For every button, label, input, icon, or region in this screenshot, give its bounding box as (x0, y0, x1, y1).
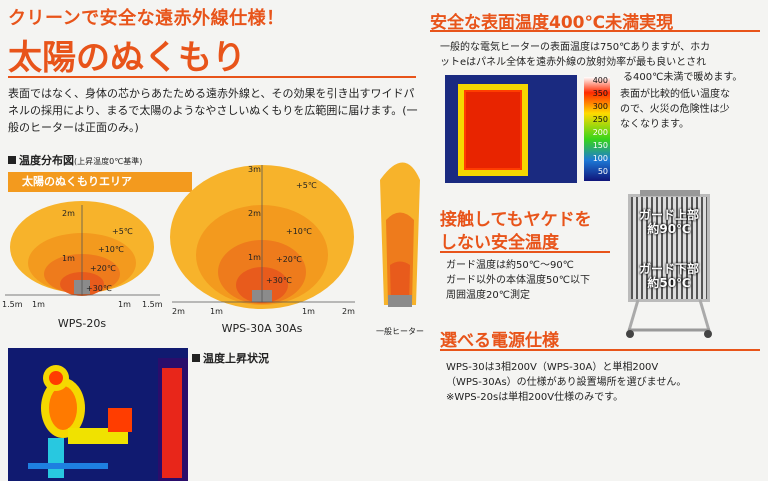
thermal-panel-core (466, 92, 520, 168)
thermal-person-image (8, 348, 188, 481)
heater-guard-image (628, 194, 710, 302)
general-model-label: 一般ヒーター (376, 326, 424, 336)
wps30-ytick: 2m (248, 209, 261, 218)
scale-label: 400 (592, 76, 608, 85)
distribution-note: (上昇温度0℃基準) (74, 157, 143, 166)
surface-line: ので、火災の危険性は少 (620, 104, 730, 115)
safety-heading-line2: しない安全温度 (440, 233, 559, 253)
wps30-xtick: 1m (302, 307, 315, 316)
general-zone-30 (390, 261, 410, 305)
safety-divider (440, 251, 610, 253)
distribution-title: 温度分布図 (19, 154, 74, 167)
temperature-distribution-diagram: 2m 1m +5℃ +10℃ +20℃ +30℃ 1.5m 1m 1m 1.5m… (2, 162, 424, 336)
scale-label: 200 (592, 128, 608, 137)
wps30-xtick: 1m (210, 307, 223, 316)
surface-line: 一般的な電気ヒーターの表面温度は750℃ありますが、ホカ (440, 42, 711, 53)
scale-label: 250 (592, 115, 608, 124)
thermal-person-graphic (8, 348, 188, 481)
rise-title: 温度上昇状況 (203, 352, 269, 365)
square-bullet-icon (8, 156, 16, 164)
wps30-ytick: 3m (248, 165, 261, 174)
surface-text-b: 表面が比較的低い温度な ので、火災の危険性は少 なくなります。 (620, 87, 765, 132)
power-line: WPS-30は3相200V（WPS-30A）と単相200V (446, 362, 659, 373)
safety-heading-line1: 接触してもヤケドを (440, 210, 592, 230)
guard-upper-title: ガード上部 (638, 208, 699, 222)
distribution-label: 温度分布図(上昇温度0℃基準) (8, 152, 142, 168)
square-bullet-icon (192, 354, 200, 362)
wps20-temp-label: +10℃ (98, 245, 124, 254)
safety-text: ガード温度は約50℃～90℃ ガード以外の本体温度50℃以下 周囲温度20℃測定 (446, 258, 626, 303)
wps20-xtick: 1.5m (2, 300, 23, 309)
safety-line: ガード温度は約50℃～90℃ (446, 260, 574, 271)
wps20-xtick: 1m (32, 300, 45, 309)
wps30-temp-label: +30℃ (266, 276, 292, 285)
guard-lower-title: ガード下部 (638, 262, 699, 276)
wps20-xtick: 1.5m (142, 300, 163, 309)
guard-lower-label: ガード下部 約50℃ (628, 262, 710, 290)
surface-line: 表面が比較的低い温度な (620, 89, 730, 100)
surface-divider (430, 30, 760, 32)
rise-label: 温度上昇状況 (192, 350, 269, 366)
subtitle: クリーンで安全な遠赤外線仕様！ (8, 8, 285, 29)
general-heater-diagram: 一般ヒーター (376, 162, 424, 336)
wps20-temp-label: +30℃ (86, 284, 112, 293)
guard-upper-temp: 約90℃ (647, 222, 691, 236)
page-title: 太陽のぬくもり (8, 38, 246, 78)
safety-line: ガード以外の本体温度50℃以下 (446, 275, 590, 286)
power-divider (440, 349, 760, 351)
surface-line: なくなります。 (620, 119, 689, 130)
power-heading: 選べる電源仕様 (440, 331, 559, 351)
scale-label: 150 (592, 141, 608, 150)
surface-heading: 安全な表面温度400℃未満実現 (430, 13, 674, 33)
intro-text: 表面ではなく、身体の芯からあたためる遠赤外線と、その効果を引き出すワイドパネルの… (8, 87, 418, 134)
wps20-temp-label: +5℃ (112, 227, 133, 236)
wps30-temp-label: +20℃ (276, 255, 302, 264)
scale-label: 350 (592, 89, 608, 98)
safety-line: 周囲温度20℃測定 (446, 290, 530, 301)
scale-label: 50 (597, 167, 608, 176)
heater-top-bar (640, 190, 700, 196)
guard-upper-label: ガード上部 約90℃ (628, 208, 710, 236)
scale-label: 300 (592, 102, 608, 111)
wps20-xtick: 1m (118, 300, 131, 309)
wps30-model-label: WPS-30A 30As (222, 322, 303, 335)
wps30-diagram: 3m 2m 1m +5℃ +10℃ +20℃ +30℃ 2m 1m 1m 2m … (170, 165, 355, 335)
wps20-model-label: WPS-20s (58, 317, 106, 330)
wps30-temp-label: +10℃ (286, 227, 312, 236)
temperature-scale-labels: 400 350 300 250 200 150 100 50 (582, 76, 608, 184)
wps20-diagram: 2m 1m +5℃ +10℃ +20℃ +30℃ 1.5m 1m 1m 1.5m… (2, 201, 163, 330)
power-text: WPS-30は3相200V（WPS-30A）と単相200V （WPS-30As）… (446, 360, 761, 405)
wps20-ytick: 2m (62, 209, 75, 218)
wps30-xtick: 2m (172, 307, 185, 316)
wps30-temp-label: +5℃ (296, 181, 317, 190)
title-divider (8, 76, 416, 78)
guard-lower-temp: 約50℃ (647, 276, 691, 290)
heater-stand-graphic (626, 300, 712, 338)
power-line: ※WPS-20sは単相200V仕様のみです。 (446, 392, 624, 403)
warm-area-banner: 太陽のぬくもりエリア (8, 172, 192, 192)
surface-line: る400℃未満で暖めます。 (623, 72, 743, 83)
wps20-ytick: 1m (62, 254, 75, 263)
power-line: （WPS-30As）の仕様があり設置場所を選びません。 (446, 377, 687, 388)
wps30-ytick: 1m (248, 253, 261, 262)
general-heater-icon (388, 295, 412, 307)
wps20-temp-label: +20℃ (90, 264, 116, 273)
surface-line: ットeはパネル全体を遠赤外線の放射効率が最も良いとされ (440, 57, 707, 68)
wps30-xtick: 2m (342, 307, 355, 316)
surface-text-a: 一般的な電気ヒーターの表面温度は750℃ありますが、ホカ ットeはパネル全体を遠… (440, 40, 765, 85)
scale-label: 100 (592, 154, 608, 163)
temperature-scale-bar (584, 77, 610, 181)
